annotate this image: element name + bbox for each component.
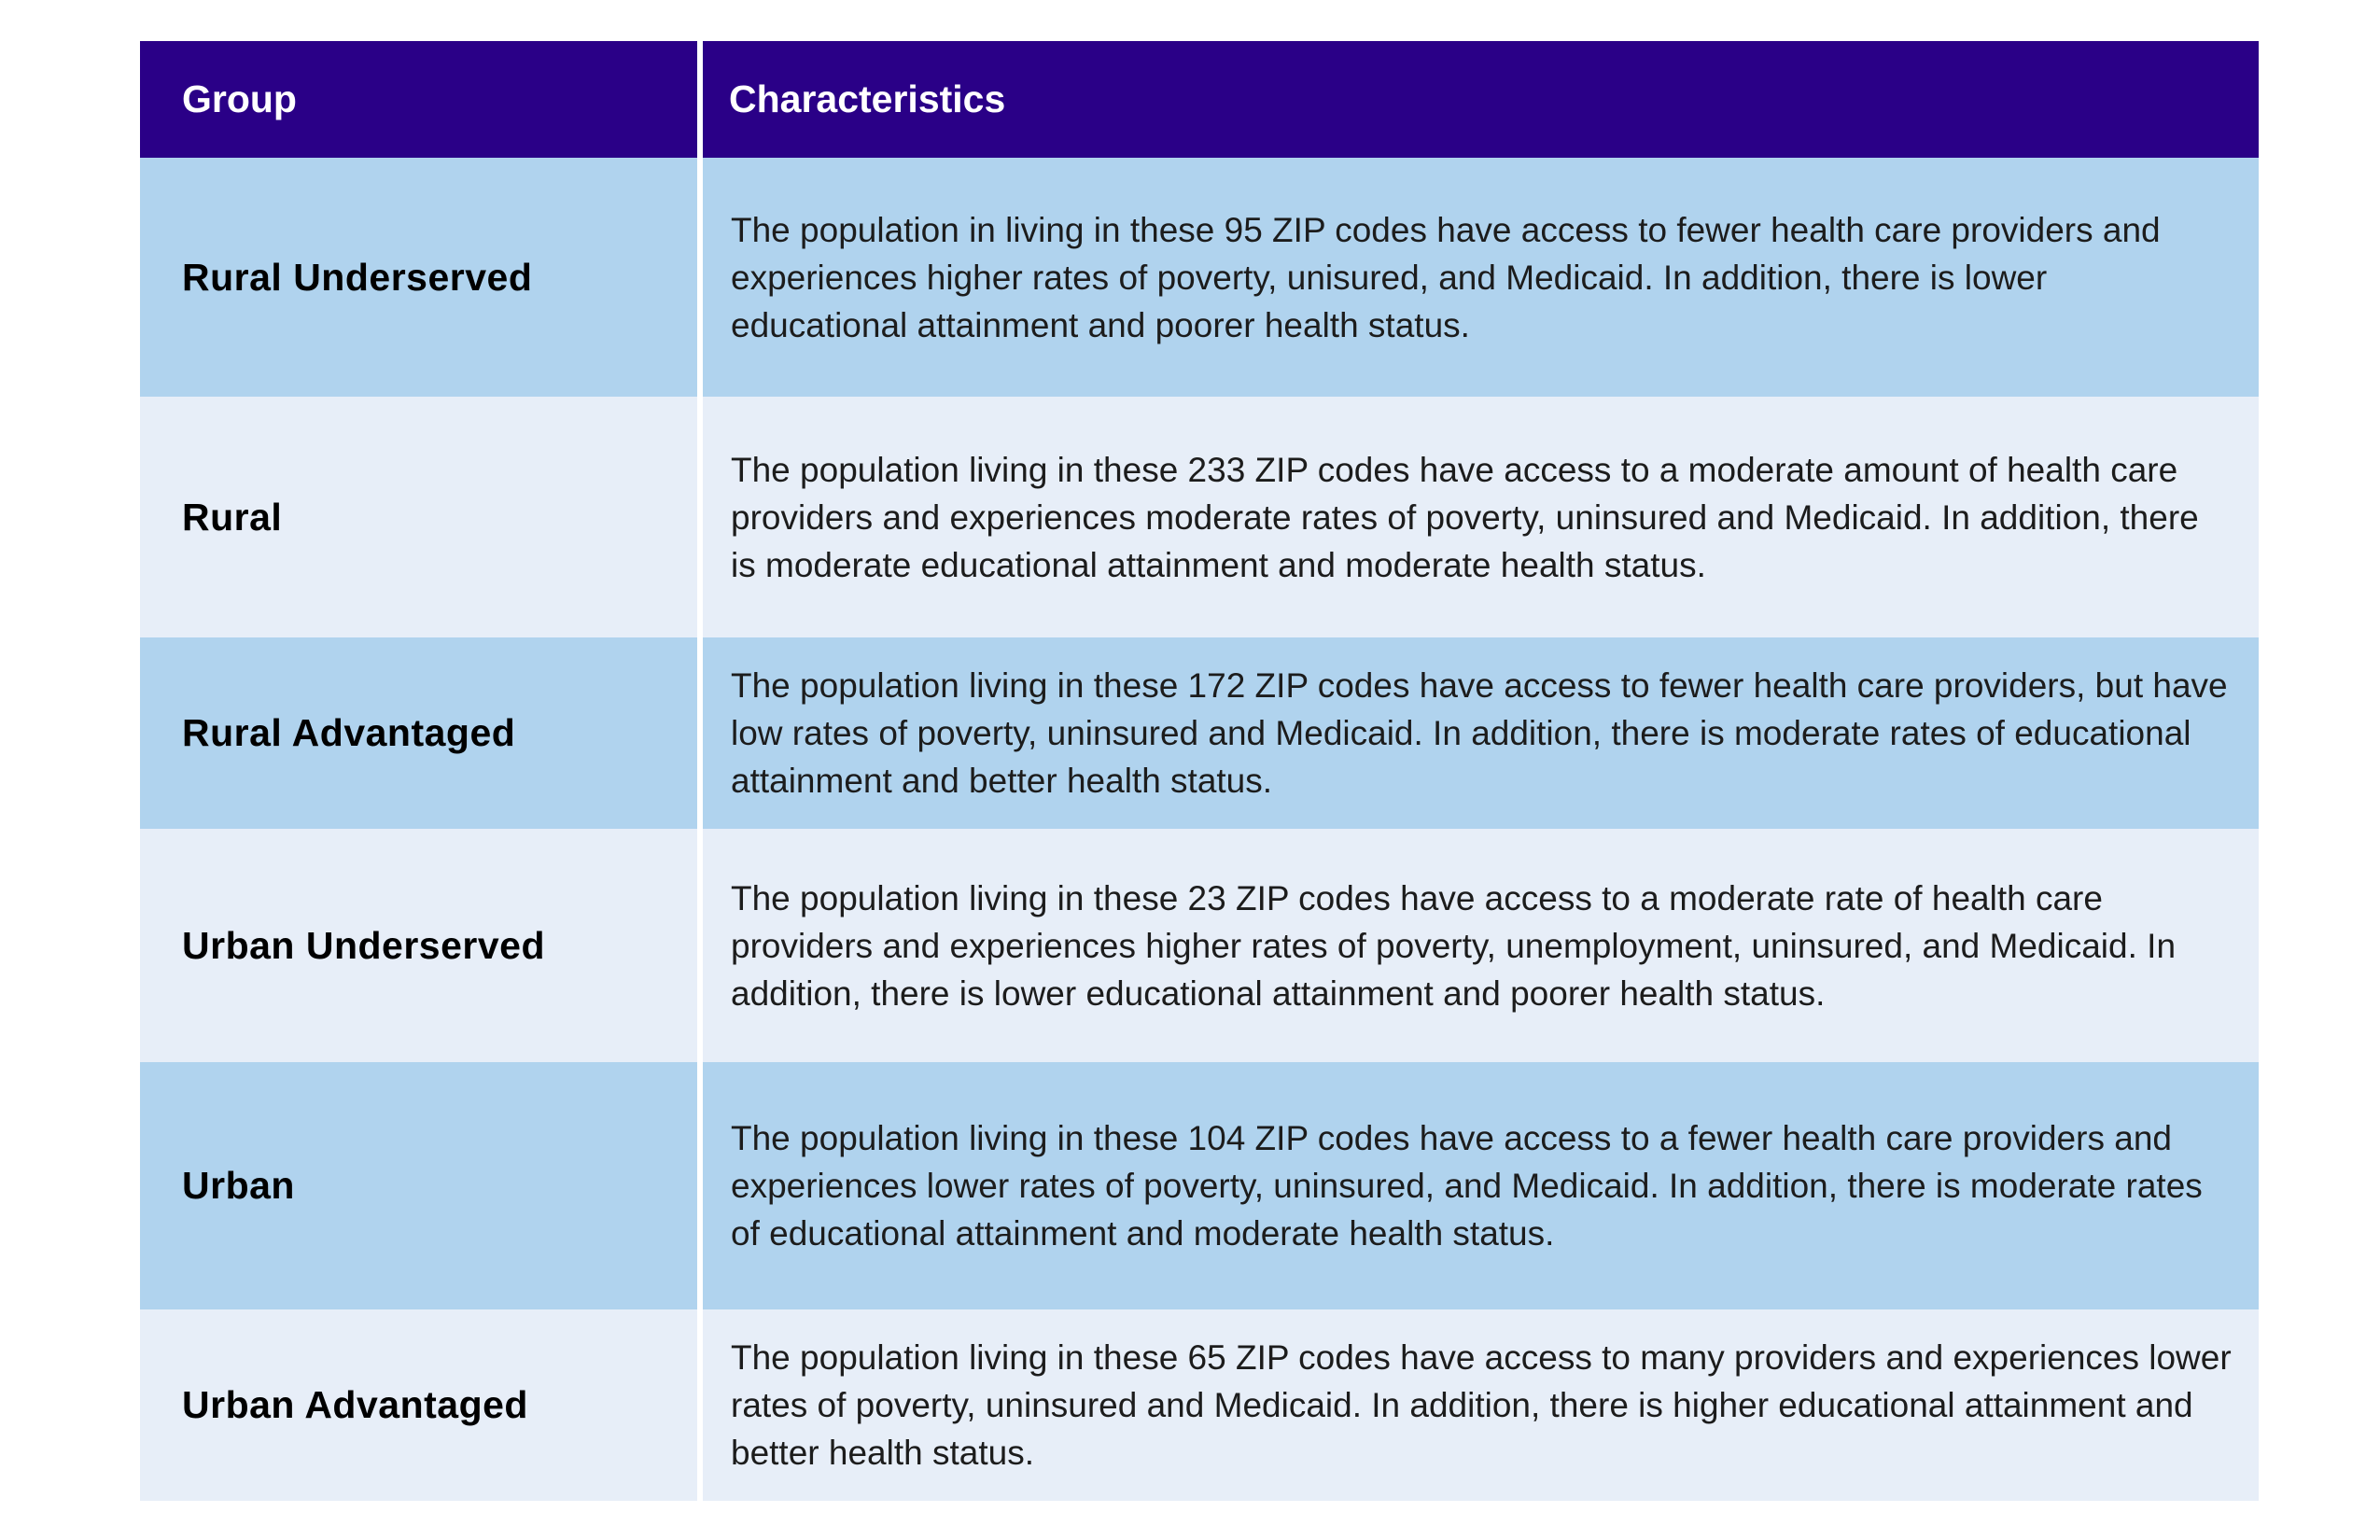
group-cell: Rural Underserved xyxy=(140,158,697,397)
characteristics-cell: The population living in these 104 ZIP c… xyxy=(703,1062,2259,1309)
zip-code-groups-table: Group Characteristics Rural Underserved … xyxy=(140,41,2259,1501)
group-cell: Rural xyxy=(140,397,697,637)
characteristics-text: The population in living in these 95 ZIP… xyxy=(731,210,2161,344)
characteristics-text: The population living in these 233 ZIP c… xyxy=(731,450,2199,584)
column-header-characteristics: Characteristics xyxy=(703,41,2259,158)
table-row-rural-advantaged: Rural Advantaged The population living i… xyxy=(140,637,2259,829)
group-cell: Urban Advantaged xyxy=(140,1309,697,1501)
characteristics-cell: The population in living in these 95 ZIP… xyxy=(703,158,2259,397)
characteristics-cell: The population living in these 23 ZIP co… xyxy=(703,829,2259,1062)
table-header-row: Group Characteristics xyxy=(140,41,2259,158)
group-cell: Rural Advantaged xyxy=(140,637,697,829)
characteristics-text: The population living in these 172 ZIP c… xyxy=(731,666,2228,800)
characteristics-text: The population living in these 65 ZIP co… xyxy=(731,1338,2232,1472)
table-row-rural: Rural The population living in these 233… xyxy=(140,397,2259,637)
table-row-rural-underserved: Rural Underserved The population in livi… xyxy=(140,158,2259,397)
characteristics-cell: The population living in these 65 ZIP co… xyxy=(703,1309,2259,1501)
group-cell: Urban Underserved xyxy=(140,829,697,1062)
characteristics-text: The population living in these 104 ZIP c… xyxy=(731,1119,2203,1253)
characteristics-cell: The population living in these 233 ZIP c… xyxy=(703,397,2259,637)
table-row-urban: Urban The population living in these 104… xyxy=(140,1062,2259,1309)
column-header-group: Group xyxy=(140,41,697,158)
table-row-urban-advantaged: Urban Advantaged The population living i… xyxy=(140,1309,2259,1501)
characteristics-cell: The population living in these 172 ZIP c… xyxy=(703,637,2259,829)
group-cell: Urban xyxy=(140,1062,697,1309)
characteristics-text: The population living in these 23 ZIP co… xyxy=(731,878,2177,1013)
table-row-urban-underserved: Urban Underserved The population living … xyxy=(140,829,2259,1062)
